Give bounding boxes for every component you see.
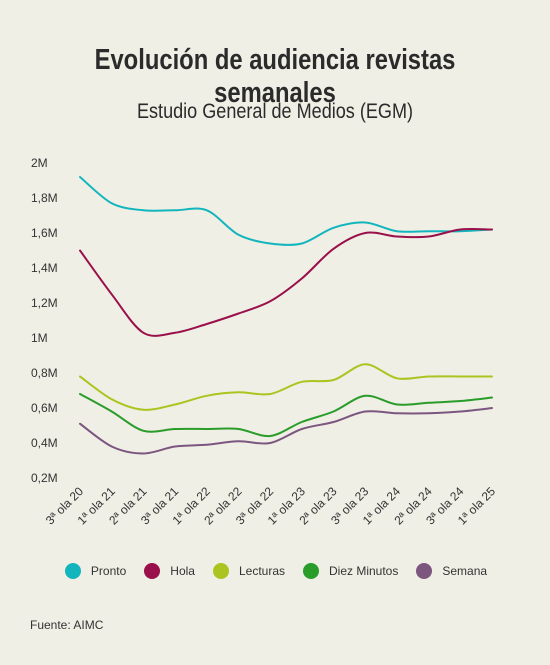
y-tick-label: 0,2M <box>31 471 58 485</box>
y-tick-label: 0,4M <box>31 436 58 450</box>
series-line-semana <box>79 407 493 455</box>
legend-item-hola: Hola <box>144 563 195 579</box>
series-line-hola <box>79 228 493 337</box>
y-tick-label: 2M <box>31 156 48 170</box>
legend-item-diez-minutos: Diez Minutos <box>303 563 398 579</box>
y-axis: 0,2M 0,4M 0,6M 0,8M 1M 1,2M 1,4M 1,6M 1,8M 2M <box>31 156 58 485</box>
legend-item-pronto: Pronto <box>64 563 127 579</box>
line-chart: 0,2M 0,4M 0,6M 0,8M 1M 1,2M 1,4M 1,6M 1,8M 2M 3ª … <box>31 156 498 527</box>
y-tick-label: 1,8M <box>31 191 58 205</box>
legend-label: Diez Minutos <box>329 564 399 578</box>
series-line-lecturas <box>79 363 493 411</box>
legend-item-lecturas: Lecturas <box>212 563 285 579</box>
legend-label: Semana <box>442 564 488 578</box>
series-lines <box>79 176 493 455</box>
y-tick-label: 0,8M <box>31 366 58 380</box>
y-tick-label: 0,6M <box>31 401 58 415</box>
y-tick-label: 1,4M <box>31 261 58 275</box>
y-tick-label: 1,2M <box>31 296 58 310</box>
legend-swatch <box>144 563 161 579</box>
legend-swatch <box>303 563 319 579</box>
y-tick-label: 1,6M <box>31 226 58 240</box>
legend-label: Pronto <box>90 564 127 578</box>
source-note: Fuente: AIMC <box>30 618 104 632</box>
legend: Pronto Hola Lecturas Diez Minutos Semana <box>0 563 550 579</box>
series-line-pronto <box>79 176 493 246</box>
legend-label: Lecturas <box>238 564 285 578</box>
y-tick-label: 1M <box>31 331 48 345</box>
legend-label: Hola <box>170 564 195 578</box>
legend-swatch <box>64 563 81 579</box>
legend-swatch <box>212 563 229 579</box>
chart-subtitle: Estudio General de Medios (EGM) <box>136 100 414 123</box>
legend-item-semana: Semana <box>416 563 487 579</box>
legend-swatch <box>416 563 433 579</box>
chart-title: Evolución de audiencia revistas semanale… <box>94 44 456 109</box>
series-line-diez-minutos <box>79 393 493 438</box>
